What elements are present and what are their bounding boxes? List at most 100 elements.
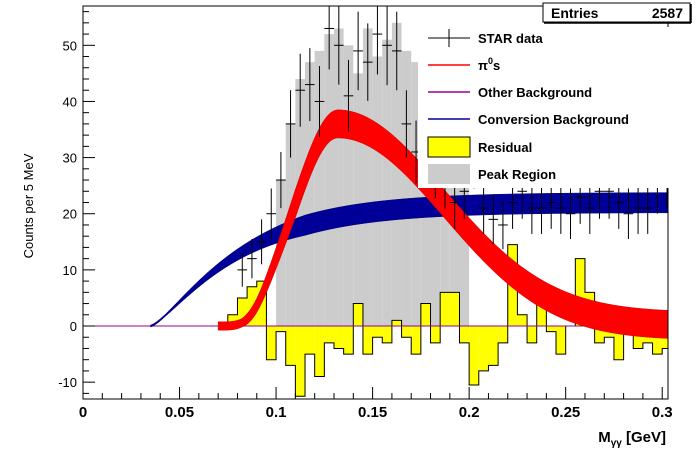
residual-bar [362,326,373,355]
residual-bar [247,286,257,327]
x-axis-label: Mγγ [GeV] [598,429,666,449]
peak-bar [391,22,402,327]
x-axis-label-main: M [598,429,611,446]
residual-bar [401,326,412,338]
residual-bar [633,326,643,349]
legend-label-text: Residual [478,140,532,155]
x-tick-label: 0.05 [165,404,194,421]
residual-outline [227,244,668,397]
legend-marker-box [428,164,470,184]
peak-bar [314,50,325,327]
data-point [372,6,383,75]
legend-entry: Conversion Background [428,112,629,127]
legend-label-text: Other Background [478,85,592,100]
data-point [527,182,537,234]
peak-bar [372,56,383,327]
y-tick-label: 0 [70,319,77,334]
data-point [324,6,334,70]
y-tick-label: -10 [58,375,77,390]
residual-bar [691,326,696,354]
legend-label: Conversion Background [478,112,629,127]
stats-entries-value: 2587 [652,5,683,21]
data-point [488,194,499,245]
data-point [285,90,296,158]
legend-entry: Residual [427,136,532,158]
data-point [478,182,489,234]
conversion-background-band [150,192,668,328]
data-point [382,6,392,86]
residual-bar [440,292,450,327]
stats-box: Entries 2587 [542,2,692,24]
legend-label: Residual [478,140,532,155]
residual-bar [459,326,470,343]
residual-bar [227,314,238,327]
data-point [362,23,373,101]
residual-bar [266,326,277,360]
data-point [247,238,257,279]
residual-bar [556,326,566,355]
data-point [556,182,566,234]
residual-bar [469,326,479,385]
legend-label: π0s [478,56,500,73]
legend-label: STAR data [478,31,544,46]
legend-label: Peak Region [478,167,556,182]
peak-bar [305,62,315,327]
legend-entry: STAR data [428,29,544,47]
residual-bar [575,258,585,327]
y-tick-label: 10 [63,263,77,278]
data-point [498,200,508,250]
legend-label-suffix: s [493,58,500,73]
legend-label-text: Conversion Background [478,112,629,127]
plot-area [83,6,696,397]
data-point [353,11,363,91]
x-axis: 0 0.05 0.1 0.15 0.2 0.25 0.3 [79,387,673,421]
x-tick-label: 0.15 [358,404,387,421]
data-point [623,188,634,239]
residual-bar [295,326,306,397]
residual-bar [411,326,421,355]
residual-bar [682,326,692,337]
peak-bar [411,62,421,327]
residual-bar [613,326,624,360]
data-point [633,182,643,234]
legend: STAR data π0s Other Background Conversion B… [418,27,670,188]
x-tick-label: 0.3 [652,404,673,421]
residual-bar [372,326,383,338]
residual-bar [430,326,441,343]
x-axis-label-unit: [GeV] [622,429,666,446]
residual-bar [652,326,663,355]
data-point [401,90,412,158]
x-tick-label: 0.1 [266,404,287,421]
peak-bar [333,28,344,327]
y-axis: -10 0 10 20 30 40 50 [58,11,95,394]
x-tick-label: 0.2 [459,404,480,421]
residual-bar [498,326,508,343]
legend-label-text: π [478,58,488,73]
residual-bar [527,326,537,343]
data-point [237,253,248,287]
residual-bar [353,303,363,327]
data-point [305,48,315,122]
data-point [536,182,547,234]
residual-bar [672,326,682,332]
x-axis-label-sub: γγ [611,438,623,449]
data-point [256,219,267,265]
peak-bar [353,73,363,327]
residual-bar [517,314,528,327]
residual-bar [478,326,489,371]
residual-bar [305,326,315,355]
residual-bar [324,326,334,343]
legend-label-text: Peak Region [478,167,556,182]
data-point [295,53,306,127]
peak-bar [324,34,334,327]
x-tick-label: 0.25 [551,404,580,421]
y-tick-label: 30 [63,151,77,166]
residual-bar [237,297,248,327]
legend-label-text: STAR data [478,31,544,46]
legend-entry: π0s [428,56,500,73]
data-point [314,66,325,137]
peak-bar [382,39,392,327]
stats-box-frame [542,2,691,23]
legend-background [418,27,670,188]
